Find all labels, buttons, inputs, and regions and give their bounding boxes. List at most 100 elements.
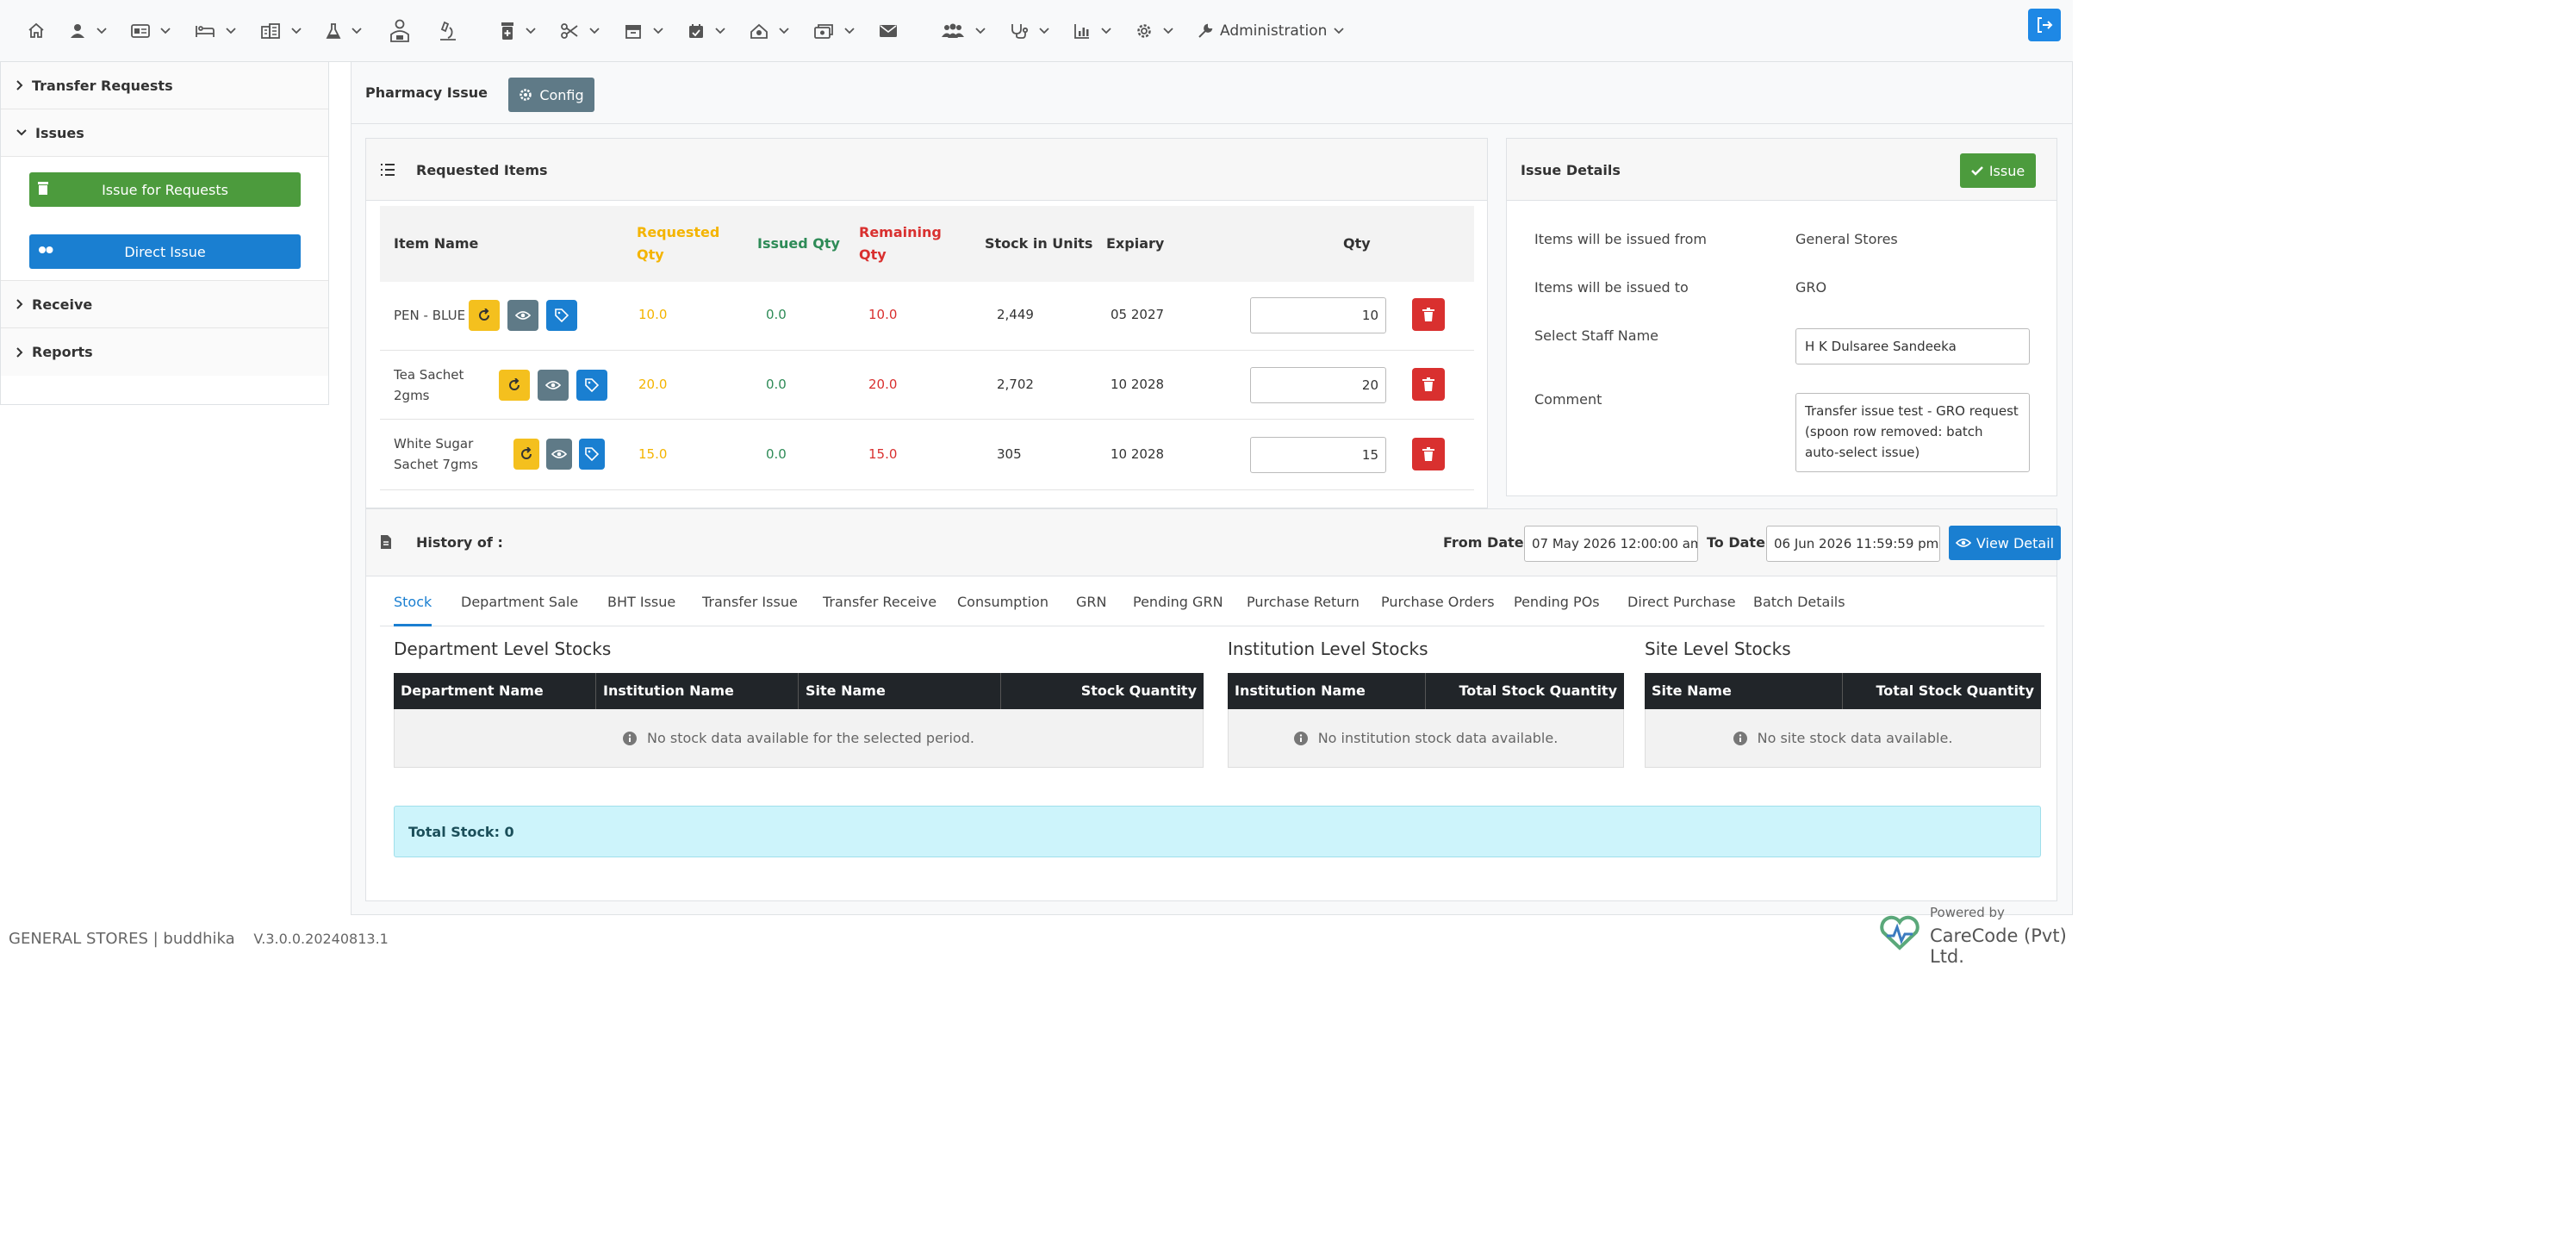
eye-icon xyxy=(1955,539,1971,547)
view-button[interactable] xyxy=(507,300,538,331)
config-button[interactable]: Config xyxy=(508,78,594,112)
col-total-stock-quantity: Total Stock Quantity xyxy=(1876,682,2034,699)
nav-patients[interactable] xyxy=(57,0,119,62)
issued-to-value: GRO xyxy=(1795,279,1827,296)
sidebar-receive[interactable]: Receive xyxy=(1,281,328,328)
view-button[interactable] xyxy=(546,439,572,470)
sidebar-section-label: Issues xyxy=(35,124,84,141)
nav-reports[interactable] xyxy=(1061,0,1123,62)
chevron-right-icon xyxy=(16,80,23,90)
tab-transfer-receive[interactable]: Transfer Receive xyxy=(823,594,937,610)
delete-button[interactable] xyxy=(1412,438,1445,470)
institution-stocks-title: Institution Level Stocks xyxy=(1228,639,1428,659)
trash-icon xyxy=(1422,447,1434,461)
from-date-input[interactable] xyxy=(1524,526,1698,562)
staff-name-input[interactable] xyxy=(1795,328,2030,364)
refresh-button[interactable] xyxy=(513,439,539,470)
qty-input[interactable] xyxy=(1250,367,1386,403)
nav-administration[interactable]: Administration xyxy=(1185,0,1356,62)
tab-bht-issue[interactable]: BHT Issue xyxy=(607,594,676,610)
chevron-down-icon xyxy=(352,27,362,34)
delete-button[interactable] xyxy=(1412,368,1445,401)
tag-icon xyxy=(555,308,569,322)
issue-button[interactable]: Issue xyxy=(1960,153,2036,188)
col-institution-name: Institution Name xyxy=(596,673,799,709)
tab-transfer-issue[interactable]: Transfer Issue xyxy=(702,594,798,610)
tag-button[interactable] xyxy=(576,370,607,401)
refresh-button[interactable] xyxy=(499,370,530,401)
table-row: Tea Sachet 2gms 20.0 0.0 20.0 2,702 10 2… xyxy=(380,351,1474,420)
nav-store[interactable] xyxy=(612,0,675,62)
tab-batch-details[interactable]: Batch Details xyxy=(1753,594,1845,610)
nav-doctor[interactable] xyxy=(374,0,426,62)
chevron-down-icon xyxy=(844,27,855,34)
logout-button[interactable] xyxy=(2028,9,2061,41)
col-site-name: Site Name xyxy=(1645,673,1843,709)
qty-input[interactable] xyxy=(1250,297,1386,333)
tab-pending-grn[interactable]: Pending GRN xyxy=(1133,594,1223,610)
issued-qty: 0.0 xyxy=(766,307,787,322)
footer-version: V.3.0.0.20240813.1 xyxy=(253,931,389,947)
nav-lab[interactable] xyxy=(314,0,374,62)
tab-grn[interactable]: GRN xyxy=(1076,594,1107,610)
trash-icon xyxy=(1422,377,1434,391)
nav-payments[interactable] xyxy=(801,0,867,62)
issue-for-requests-button[interactable]: Issue for Requests xyxy=(29,172,301,207)
view-button[interactable] xyxy=(538,370,569,401)
tag-button[interactable] xyxy=(579,439,605,470)
nav-appointments[interactable] xyxy=(675,0,737,62)
nav-opd[interactable] xyxy=(119,0,183,62)
tag-button[interactable] xyxy=(546,300,577,331)
chevron-down-icon xyxy=(1101,27,1111,34)
powered-by-label: Powered by xyxy=(1930,905,2005,920)
delete-button[interactable] xyxy=(1412,298,1445,331)
comment-textarea[interactable]: Transfer issue test - GRO request (spoon… xyxy=(1795,393,2030,472)
tab-department-sale[interactable]: Department Sale xyxy=(461,594,579,610)
tab-pending-pos[interactable]: Pending POs xyxy=(1514,594,1600,610)
staff-name-label: Select Staff Name xyxy=(1534,327,1658,344)
chevron-down-icon xyxy=(226,27,236,34)
nav-home[interactable] xyxy=(16,0,57,62)
envelope-icon xyxy=(880,24,897,37)
view-detail-label: View Detail xyxy=(1976,534,2055,551)
nav-radiology[interactable] xyxy=(426,0,470,62)
tag-icon xyxy=(585,378,599,392)
sidebar-reports[interactable]: Reports xyxy=(1,328,328,376)
money-icon xyxy=(814,23,833,39)
col-issued-qty: Issued Qty xyxy=(757,235,840,252)
footer-brand: Powered by CareCode (Pvt) Ltd. xyxy=(1878,905,2076,967)
to-date-input[interactable] xyxy=(1766,526,1940,562)
nav-hr[interactable] xyxy=(929,0,998,62)
issued-to-label: Items will be issued to xyxy=(1534,279,1689,296)
direct-issue-button[interactable]: Direct Issue xyxy=(29,234,301,269)
sidebar-transfer-requests[interactable]: Transfer Requests xyxy=(1,62,328,109)
eye-icon xyxy=(515,311,531,320)
requested-items-header: Requested Items xyxy=(366,139,1487,201)
refresh-button[interactable] xyxy=(469,300,500,331)
nav-messages[interactable] xyxy=(867,0,910,62)
tab-direct-purchase[interactable]: Direct Purchase xyxy=(1627,594,1736,610)
tab-consumption[interactable]: Consumption xyxy=(957,594,1048,610)
requested-qty: 20.0 xyxy=(638,377,668,392)
company-name: CareCode (Pvt) Ltd. xyxy=(1930,925,2067,967)
nav-surgery[interactable] xyxy=(548,0,612,62)
info-icon xyxy=(623,731,638,745)
tab-purchase-orders[interactable]: Purchase Orders xyxy=(1381,594,1495,610)
empty-message: No site stock data available. xyxy=(1757,730,1953,746)
col-stock-units: Stock in Units xyxy=(985,235,1093,252)
pharmacy-icon xyxy=(38,182,48,195)
nav-inward[interactable] xyxy=(183,0,248,62)
nav-pharmacy[interactable] xyxy=(488,0,548,62)
nav-settings[interactable] xyxy=(1123,0,1185,62)
view-detail-button[interactable]: View Detail xyxy=(1949,526,2061,560)
stock-units: 2,449 xyxy=(997,307,1034,322)
sidebar-issues[interactable]: Issues xyxy=(1,109,328,157)
nav-assets[interactable] xyxy=(737,0,801,62)
requested-items-title: Requested Items xyxy=(416,162,548,178)
chevron-down-icon xyxy=(526,27,536,34)
nav-theatre[interactable] xyxy=(248,0,314,62)
nav-clinical[interactable] xyxy=(998,0,1061,62)
qty-input[interactable] xyxy=(1250,437,1386,473)
tab-stock[interactable]: Stock xyxy=(394,590,432,626)
tab-purchase-return[interactable]: Purchase Return xyxy=(1247,594,1360,610)
